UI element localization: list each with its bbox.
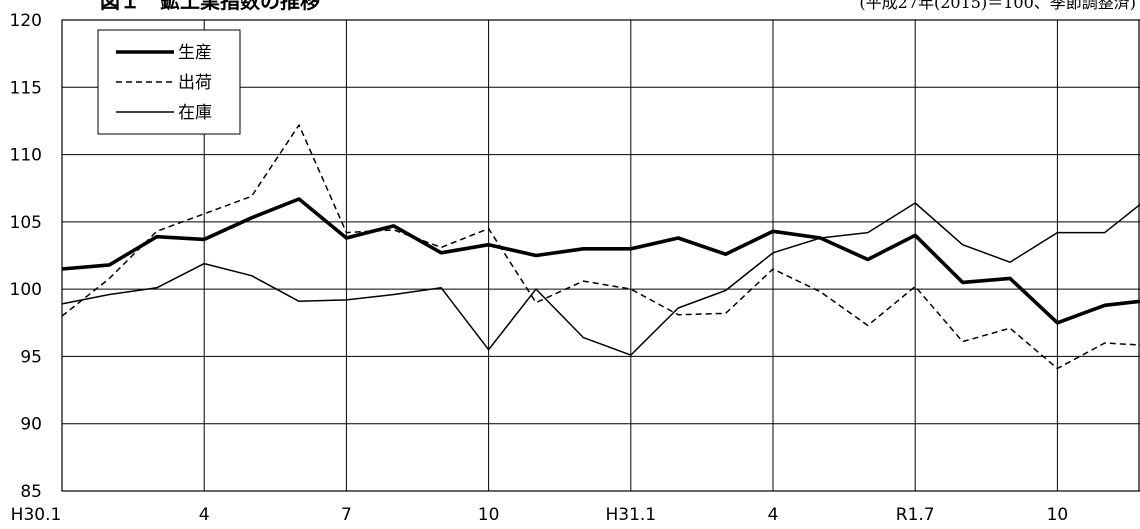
- y-tick-label: 95: [20, 347, 42, 367]
- x-tick-label: 4: [768, 505, 779, 525]
- x-tick-label: 4: [199, 505, 210, 525]
- x-tick-label: 10: [478, 505, 500, 525]
- y-tick-label: 90: [20, 415, 42, 435]
- grid-lines: [61, 19, 1140, 492]
- series-lines: [61, 124, 1140, 370]
- plot-area-border: [61, 19, 1140, 492]
- chart-title: 図１ 鉱工業指数の推移: [100, 0, 320, 13]
- legend-label-1: 出荷: [178, 73, 212, 93]
- legend-label-2: 在庫: [178, 103, 212, 123]
- y-tick-label: 105: [10, 213, 42, 233]
- x-tick-label: 10: [1047, 505, 1069, 525]
- y-tick-label: 100: [10, 280, 42, 300]
- x-tick-label: R1.7: [896, 505, 935, 525]
- series-line-0: [61, 197, 1140, 325]
- y-axis-tick-labels: 85 90 95 100 105 110 115 120: [10, 11, 42, 502]
- y-tick-label: 110: [10, 146, 42, 166]
- y-tick-label: 120: [10, 11, 42, 31]
- x-tick-label: 7: [341, 505, 352, 525]
- chart-note: (平成27年(2015)＝100、季節調整済): [859, 0, 1136, 12]
- series-line-2: [61, 202, 1140, 356]
- x-axis-tick-labels: H30.1 4 7 10 H31.1 4 R1.7 10: [11, 505, 1069, 525]
- legend-label-0: 生産: [178, 43, 212, 63]
- x-tick-label: H30.1: [11, 505, 62, 525]
- y-tick-label: 85: [20, 482, 42, 502]
- y-tick-label: 115: [10, 78, 42, 98]
- series-line-1: [61, 124, 1140, 370]
- x-tick-label: H31.1: [605, 505, 656, 525]
